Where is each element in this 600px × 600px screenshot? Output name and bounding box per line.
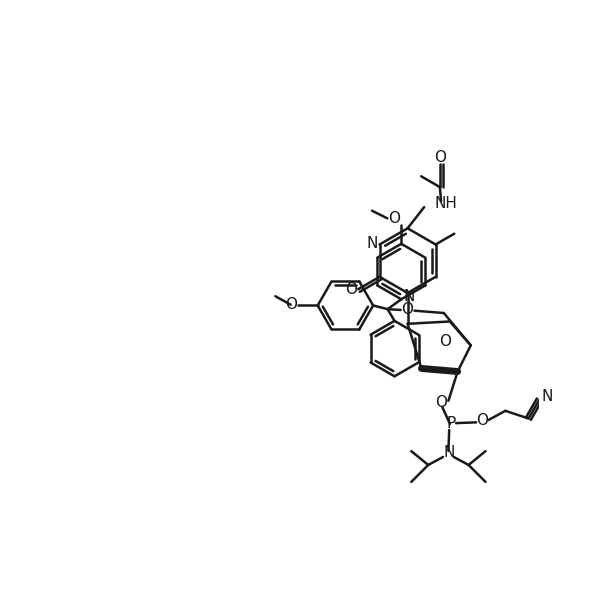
Text: O: O: [285, 297, 297, 312]
Text: O: O: [346, 281, 358, 296]
Text: O: O: [439, 334, 451, 349]
Text: O: O: [388, 211, 400, 226]
Text: N: N: [443, 445, 455, 460]
Text: N: N: [403, 289, 415, 304]
Text: P: P: [446, 416, 455, 431]
Text: O: O: [401, 302, 413, 317]
Text: O: O: [476, 413, 488, 428]
Text: NH: NH: [435, 196, 458, 211]
Text: N: N: [541, 389, 553, 404]
Text: O: O: [435, 395, 447, 410]
Text: O: O: [434, 149, 446, 164]
Text: N: N: [367, 236, 379, 251]
